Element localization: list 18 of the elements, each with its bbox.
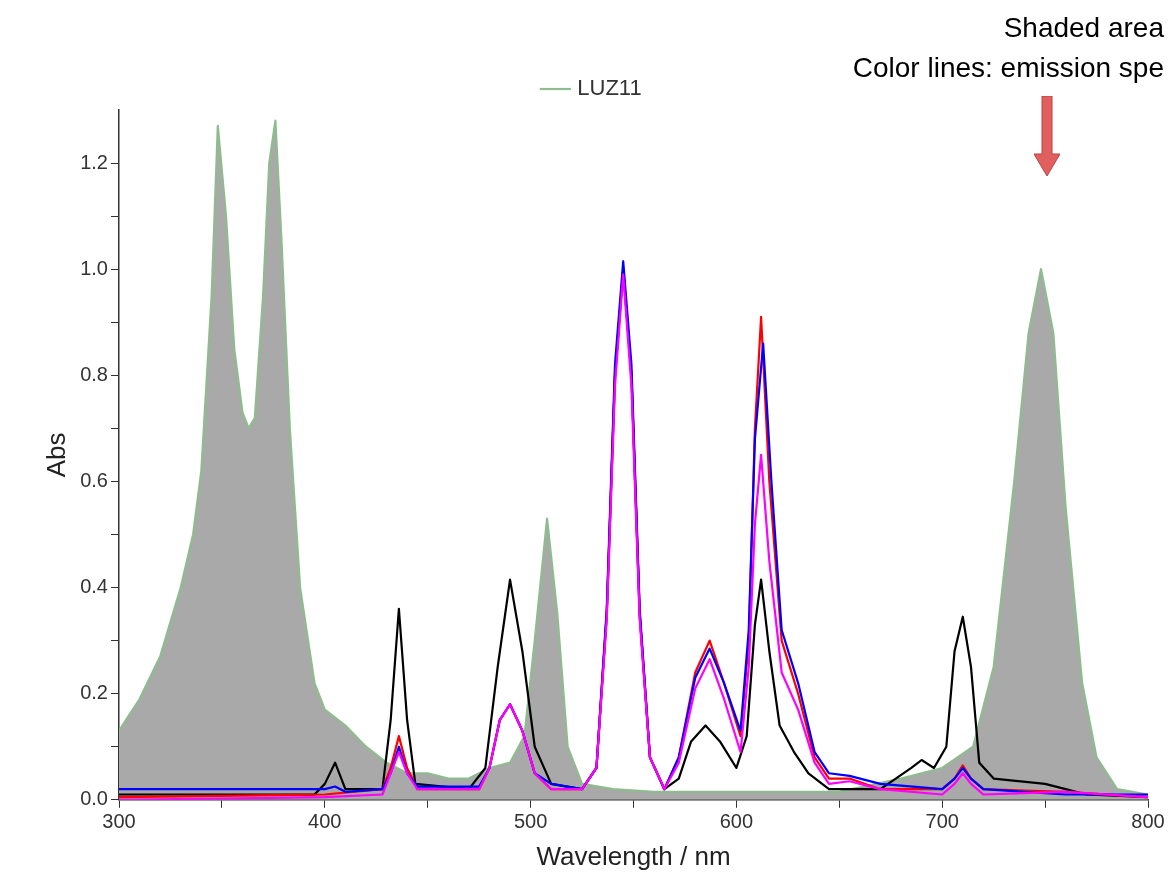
x-tick-label: 600 xyxy=(719,810,754,833)
y-tick-label: 0.6 xyxy=(80,468,108,491)
x-tick-label: 500 xyxy=(513,810,548,833)
y-tick-label: 0.4 xyxy=(80,575,108,598)
y-tick-label: 0.0 xyxy=(80,787,108,810)
text: Color lines: emission spe xyxy=(852,51,1164,85)
y-tick-label: 1.0 xyxy=(80,256,108,279)
x-tick-label: 800 xyxy=(1131,810,1165,833)
y-axis-title: Abs xyxy=(40,432,71,478)
y-tick-label: 1.2 xyxy=(80,150,108,173)
x-tick-label: 400 xyxy=(308,810,342,833)
x-tick-label: 700 xyxy=(925,810,959,833)
legend-label: LUZ11 xyxy=(577,75,642,101)
x-tick-label: 300 xyxy=(102,810,136,833)
y-tick-label: 0.8 xyxy=(80,362,108,385)
y-tick-label: 0.2 xyxy=(80,681,108,704)
x-axis-title: Wavelength / nm xyxy=(536,840,731,871)
text: Shaded area xyxy=(1002,11,1164,45)
